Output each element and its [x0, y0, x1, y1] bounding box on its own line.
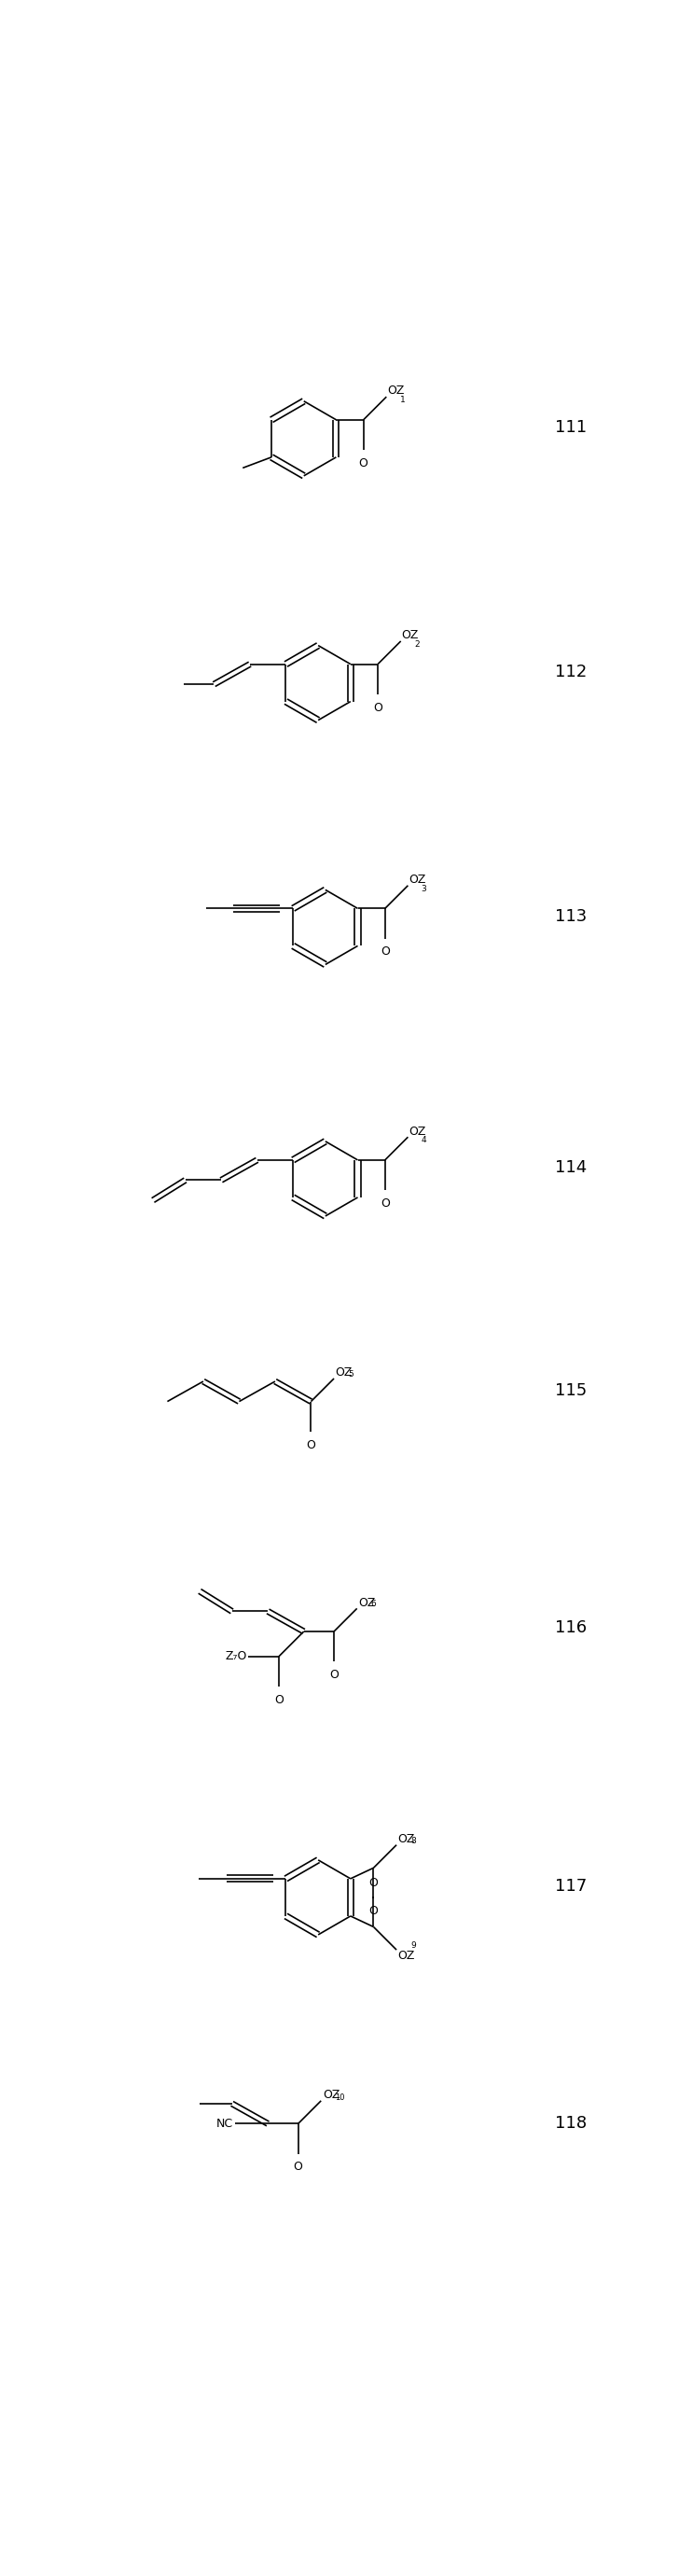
Text: OZ: OZ — [409, 1126, 426, 1139]
Text: 4: 4 — [421, 1136, 426, 1144]
Text: OZ: OZ — [387, 384, 404, 397]
Text: O: O — [380, 1198, 389, 1211]
Text: O: O — [274, 1695, 283, 1705]
Text: NC: NC — [216, 2117, 234, 2130]
Text: 6: 6 — [371, 1600, 376, 1607]
Text: 116: 116 — [555, 1620, 587, 1636]
Text: O: O — [329, 1669, 339, 1682]
Text: 114: 114 — [555, 1159, 587, 1177]
Text: O: O — [293, 2161, 303, 2174]
Text: OZ: OZ — [409, 873, 426, 886]
Text: 111: 111 — [555, 420, 587, 435]
Text: O: O — [374, 701, 383, 714]
Text: 5: 5 — [348, 1370, 353, 1378]
Text: 118: 118 — [555, 2115, 587, 2133]
Text: 9: 9 — [410, 1942, 416, 1950]
Text: 3: 3 — [421, 884, 427, 894]
Text: OZ: OZ — [401, 629, 419, 641]
Text: Z₇O: Z₇O — [225, 1651, 247, 1662]
Text: O: O — [306, 1440, 315, 1450]
Text: O: O — [369, 1906, 378, 1917]
Text: OZ: OZ — [322, 2089, 340, 2102]
Text: OZ: OZ — [358, 1597, 376, 1610]
Text: O: O — [380, 945, 389, 958]
Text: O: O — [369, 1878, 378, 1888]
Text: 8: 8 — [410, 1837, 416, 1844]
Text: 115: 115 — [555, 1383, 587, 1399]
Text: 2: 2 — [414, 641, 419, 649]
Text: O: O — [359, 456, 368, 469]
Text: OZ: OZ — [398, 1950, 415, 1963]
Text: 112: 112 — [555, 665, 587, 680]
Text: 113: 113 — [555, 907, 587, 925]
Text: 10: 10 — [335, 2094, 345, 2102]
Text: 117: 117 — [555, 1878, 587, 1896]
Text: OZ: OZ — [398, 1834, 415, 1844]
Text: OZ: OZ — [335, 1368, 353, 1378]
Text: 1: 1 — [400, 397, 405, 404]
